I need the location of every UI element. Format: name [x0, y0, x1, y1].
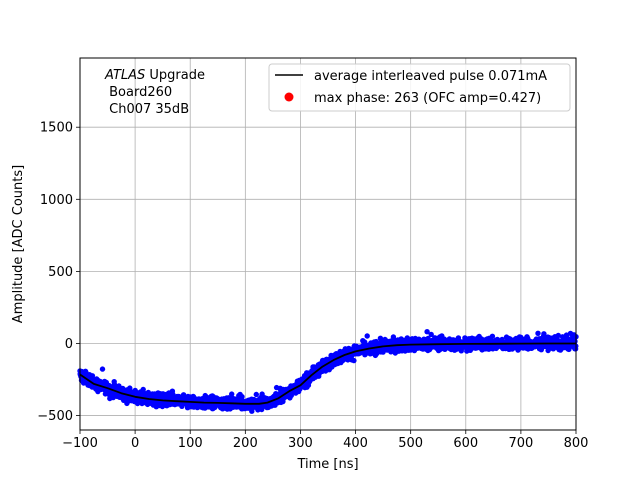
legend: average interleaved pulse 0.071mA max ph…	[268, 63, 571, 112]
x-tick-label: 500	[398, 436, 423, 451]
y-tick-label: 0	[65, 337, 73, 352]
scatter-point	[364, 333, 370, 339]
legend-label-average: average interleaved pulse 0.071mA	[314, 69, 547, 84]
scatter-point	[424, 329, 430, 335]
scatter-point	[555, 332, 561, 339]
average-pulse-line	[79, 342, 576, 405]
x-tick-label: 300	[288, 436, 313, 451]
annotation-board: Board260	[105, 85, 172, 100]
scatter-point	[253, 391, 259, 398]
x-tick-label: 400	[343, 436, 368, 451]
y-tick-label: 1500	[40, 121, 73, 136]
x-tick-label: 700	[508, 436, 533, 451]
x-tick-label: 100	[178, 436, 203, 451]
x-tick-label: −100	[62, 436, 98, 451]
x-tick-label: 0	[131, 436, 139, 451]
scatter-point	[351, 357, 357, 364]
x-tick-label: 200	[233, 436, 258, 451]
legend-box	[268, 63, 571, 112]
y-tick-label: 500	[48, 265, 73, 280]
annotation-line-1: ATLAS Upgrade	[104, 68, 205, 83]
scatter-point	[489, 333, 496, 339]
annotation-atlas: ATLAS	[104, 68, 145, 83]
legend-dot-marker	[284, 92, 294, 102]
scatter-point	[239, 394, 245, 400]
legend-label-max-phase: max phase: 263 (OFC amp=0.427)	[314, 91, 541, 106]
ticks: −100 0 100 200 300 400 500 600 700 800 −500 0 500 100…	[37, 121, 588, 451]
scatter-point	[566, 346, 572, 353]
x-axis-label: Time [ns]	[296, 457, 358, 472]
scatter-point	[535, 330, 541, 336]
plot-area: −100 0 100 200 300 400 500 600 700 800 −500 0 500 100…	[37, 57, 588, 451]
scatter-point	[99, 366, 106, 372]
x-tick-label: 600	[453, 436, 478, 451]
axes-frame	[79, 57, 577, 431]
y-axis-label: Amplitude [ADC Counts]	[11, 165, 26, 323]
scatter-point	[428, 331, 434, 338]
annotation-channel: Ch007 35dB	[105, 102, 189, 117]
x-tick-label: 800	[564, 436, 589, 451]
scatter-point	[127, 385, 133, 391]
y-tick-label: 1000	[40, 193, 73, 208]
grid	[79, 58, 577, 430]
annotation-upgrade: Upgrade	[145, 68, 205, 83]
annotation-text: ATLAS Upgrade Board260 Ch007 35dB	[104, 68, 205, 117]
average-pulse-series	[79, 342, 576, 405]
y-tick-label: −500	[37, 409, 73, 424]
